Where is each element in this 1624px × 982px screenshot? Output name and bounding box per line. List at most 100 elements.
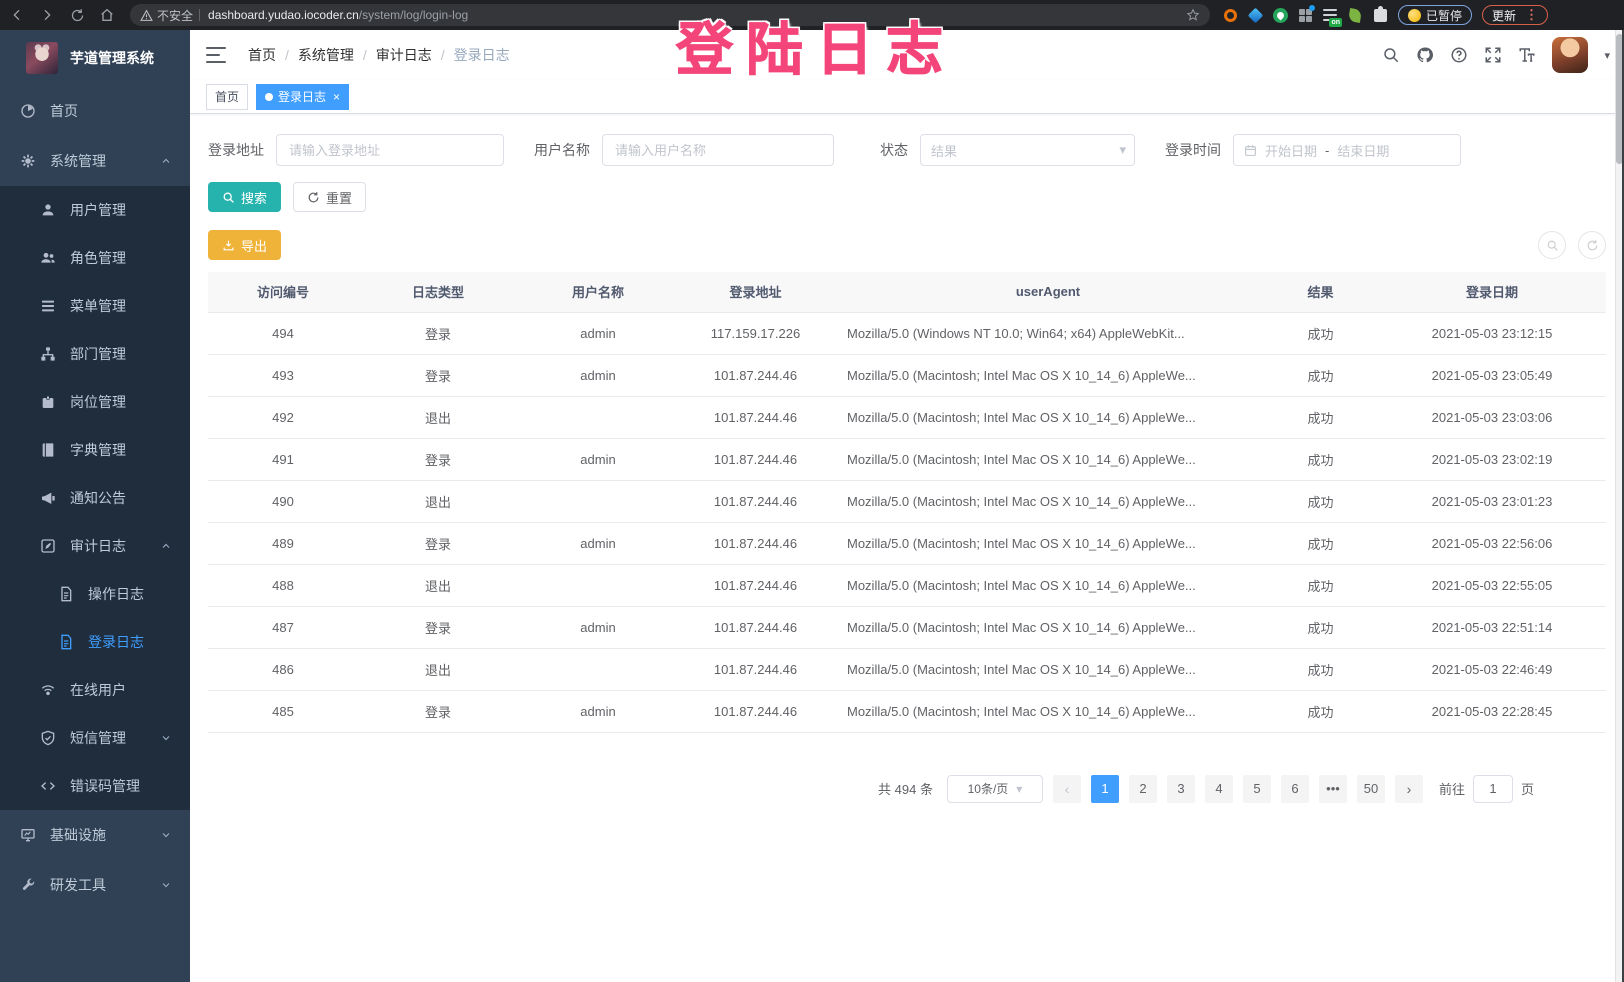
page-button-6[interactable]: 6 [1280,774,1309,803]
extension-grid-icon[interactable] [1297,5,1315,23]
sidebar-item-首页[interactable]: 首页 [0,86,190,136]
github-icon[interactable] [1416,46,1434,64]
cell-type: 登录 [358,522,518,565]
sidebar-item-基础设施[interactable]: 基础设施 [0,810,190,860]
page-button-3[interactable]: 3 [1166,774,1195,803]
sidebar-item-操作日志[interactable]: 操作日志 [0,570,190,618]
not-secure-warning-icon [140,9,153,21]
font-size-icon[interactable] [1518,46,1536,64]
prev-page-button[interactable]: ‹ [1052,774,1081,803]
sidebar-item-菜单管理[interactable]: 菜单管理 [0,282,190,330]
browser-forward-icon[interactable] [34,4,60,26]
hamburger-icon[interactable] [206,47,226,63]
browser-home-icon[interactable] [94,4,120,26]
date-start-placeholder[interactable]: 开始日期 [1265,143,1318,159]
reset-button[interactable]: 重置 [293,182,367,212]
page-button-50[interactable]: 50 [1356,774,1385,803]
chevron-down-icon [160,829,172,841]
cell-type: 退出 [358,648,518,691]
login-address-input[interactable] [276,134,504,166]
sidebar-item-label: 研发工具 [50,877,106,893]
sidebar-item-label: 登录日志 [88,634,144,650]
goto-label: 前往 [1438,782,1465,797]
user-avatar[interactable] [1552,37,1589,73]
refresh-table-icon[interactable] [1578,231,1606,259]
sidebar-item-字典管理[interactable]: 字典管理 [0,426,190,474]
fullscreen-icon[interactable] [1484,46,1502,64]
sidebar-item-通知公告[interactable]: 通知公告 [0,474,190,522]
cell-ua: Mozilla/5.0 (Macintosh; Intel Mac OS X 1… [833,606,1263,649]
sidebar-item-登录日志[interactable]: 登录日志 [0,618,190,666]
export-button[interactable]: 导出 [208,230,282,260]
security-warning-label[interactable]: 不安全 [157,8,194,23]
tab-登录日志[interactable]: 登录日志 × [256,83,350,110]
page-button-5[interactable]: 5 [1242,774,1271,803]
bookmark-star-icon[interactable] [1186,8,1200,22]
browser-update-button[interactable]: 更新 ⋮ [1482,5,1549,25]
breadcrumb-item[interactable]: 审计日志 [375,47,432,63]
breadcrumb-item[interactable]: 首页 [248,47,276,63]
tab-首页[interactable]: 首页 [206,83,249,110]
breadcrumb: 首页 / 系统管理 / 审计日志 / 登录日志 [248,45,510,65]
app-logo-row[interactable]: 芋道管理系统 [0,30,190,86]
page-button-1[interactable]: 1 [1090,774,1119,803]
extension-adblock-icon[interactable]: on [1322,7,1342,27]
cell-type: 登录 [358,438,518,481]
sidebar-item-短信管理[interactable]: 短信管理 [0,714,190,762]
chevron-down-icon [160,879,172,891]
close-icon[interactable]: × [333,89,341,104]
date-end-placeholder[interactable]: 结束日期 [1337,143,1390,159]
table-body: 494 登录 admin 117.159.17.226 Mozilla/5.0 (Win… [208,312,1606,733]
sidebar-item-错误码管理[interactable]: 错误码管理 [0,762,190,810]
cell-date: 2021-05-03 22:28:45 [1378,690,1606,733]
scrollbar-thumb[interactable] [1616,34,1623,164]
extension-leaf-icon[interactable] [1347,7,1363,23]
chevron-down-icon[interactable]: ▾ [1604,49,1610,62]
next-page-button[interactable]: › [1394,774,1423,803]
more-pages-button[interactable]: ••• [1318,774,1347,803]
sidebar-item-系统管理[interactable]: 系统管理 [0,136,190,186]
page-scrollbar[interactable] [1615,30,1624,982]
sidebar-item-岗位管理[interactable]: 岗位管理 [0,378,190,426]
sidebar-item-角色管理[interactable]: 角色管理 [0,234,190,282]
browser-back-icon[interactable] [4,4,30,26]
extension-wellness-icon[interactable] [1272,7,1288,23]
browser-menu-kebab-icon[interactable]: ⋮ [1525,7,1539,22]
sidebar-item-研发工具[interactable]: 研发工具 [0,860,190,910]
cell-date: 2021-05-03 22:56:06 [1378,522,1606,565]
page-button-2[interactable]: 2 [1128,774,1157,803]
sidebar-item-label: 通知公告 [70,490,126,506]
filter-actions: 搜索 重置 [208,182,1606,212]
page-size-select[interactable]: 10条/页 ▾ [946,774,1043,803]
login-log-table: 访问编号 日志类型 用户名称 登录地址 userAgent 结果 登录日期 494 登录 adm… [208,272,1606,733]
username-input[interactable] [602,134,834,166]
goto-page-input[interactable] [1472,774,1513,803]
sidebar-item-部门管理[interactable]: 部门管理 [0,330,190,378]
cell-ua: Mozilla/5.0 (Windows NT 10.0; Win64; x64… [833,312,1263,355]
paused-badge[interactable]: 已暂停 [1398,5,1473,25]
browser-reload-icon[interactable] [64,4,90,26]
sidebar-item-label: 首页 [50,103,78,119]
sidebar-item-label: 在线用户 [70,682,126,698]
search-button[interactable]: 搜索 [208,182,282,212]
login-time-range-picker[interactable]: 开始日期 - 结束日期 [1233,134,1461,166]
help-icon[interactable] [1450,46,1468,64]
breadcrumb-item[interactable]: 系统管理 [297,47,354,63]
status-select[interactable]: 结果 ▾ [920,134,1135,166]
sidebar-item-审计日志[interactable]: 审计日志 [0,522,190,570]
extension-toolbar: on [1222,5,1388,27]
extension-colorpicker-icon[interactable] [1222,7,1238,23]
toggle-search-icon[interactable] [1538,231,1566,259]
page-button-4[interactable]: 4 [1204,774,1233,803]
cell-id: 487 [208,606,358,649]
cell-ua: Mozilla/5.0 (Macintosh; Intel Mac OS X 1… [833,438,1263,481]
chevron-down-icon [160,732,172,744]
sidebar-item-在线用户[interactable]: 在线用户 [0,666,190,714]
extension-gem-icon[interactable] [1247,7,1263,23]
search-icon[interactable] [1382,46,1400,64]
browser-url-bar[interactable]: 不安全 dashboard.yudao.iocoder.cn/system/lo… [130,4,1210,26]
sidebar-item-label: 操作日志 [88,586,144,602]
sidebar-item-用户管理[interactable]: 用户管理 [0,186,190,234]
extension-puzzle-icon[interactable] [1372,5,1388,23]
breadcrumb-separator: / [362,47,367,63]
